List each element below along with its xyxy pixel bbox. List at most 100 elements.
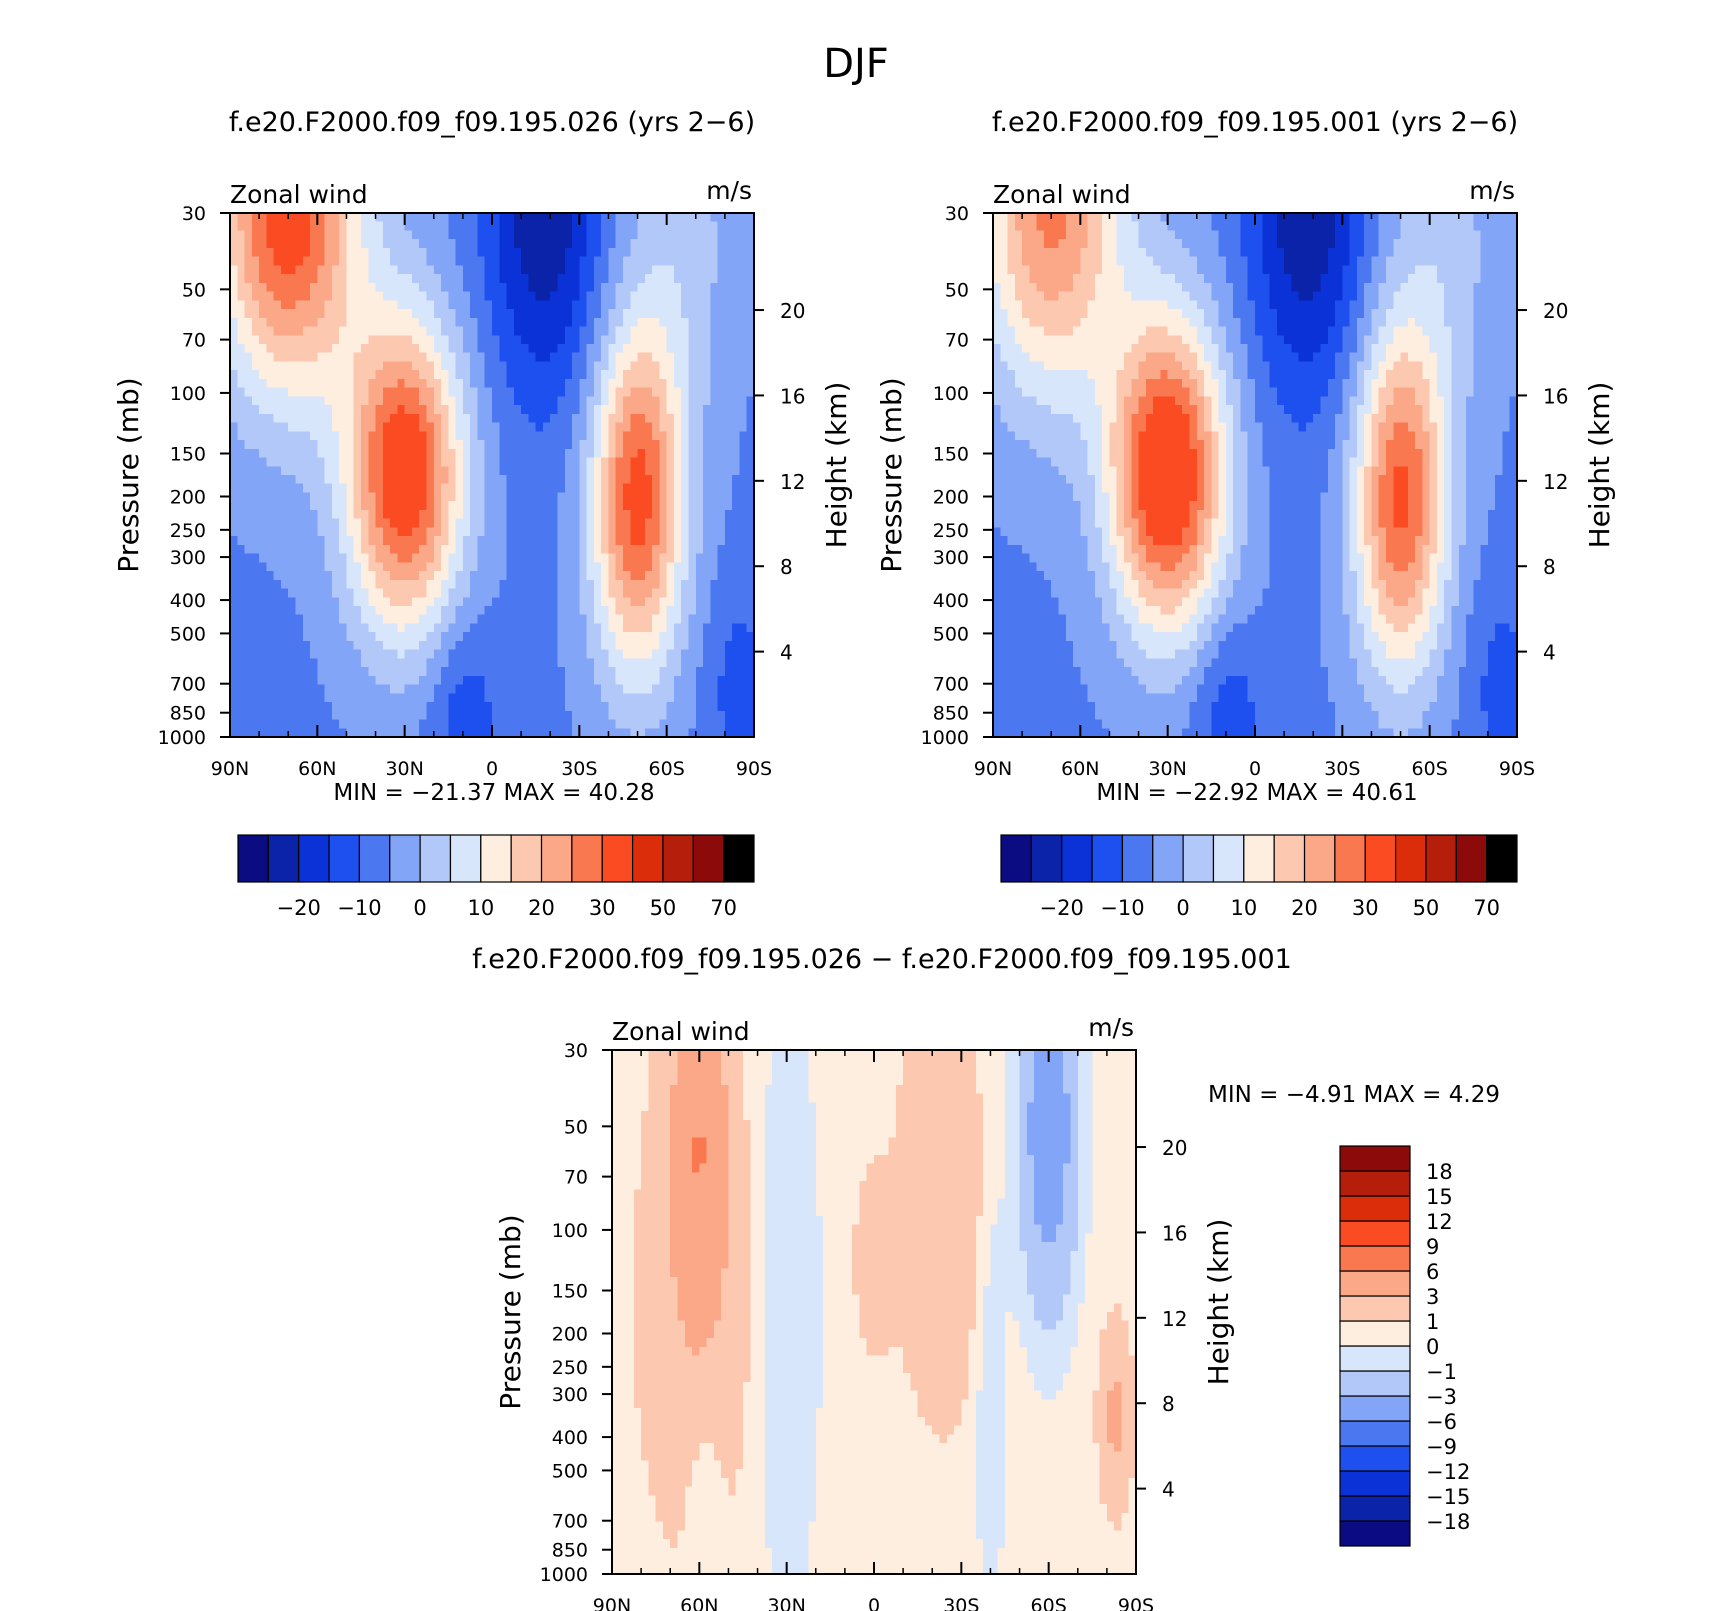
field-cell [593, 370, 602, 380]
field-cell [484, 361, 493, 371]
field-cell [411, 606, 420, 616]
field-cell [455, 640, 464, 651]
field-cell [1043, 509, 1052, 520]
field-cell [302, 527, 311, 537]
field-cell [710, 632, 719, 642]
field-cell [673, 693, 682, 703]
field-cell [382, 475, 391, 485]
field-cell [630, 675, 639, 686]
field-cell [390, 239, 398, 249]
field-cell [273, 422, 282, 432]
field-cell [411, 370, 420, 380]
field-cell [608, 466, 617, 476]
field-cell [441, 571, 449, 581]
field-cell [339, 606, 348, 616]
field-cell [528, 562, 537, 572]
field-cell [310, 344, 318, 354]
field-cell [455, 475, 464, 485]
field-cell [1007, 317, 1016, 328]
field-cell [615, 431, 624, 441]
field-cell [375, 483, 384, 494]
field-cell [1043, 457, 1052, 467]
field-cell [652, 413, 660, 424]
field-cell [361, 509, 369, 520]
field-cell [724, 221, 733, 232]
field-cell [288, 422, 297, 432]
field-cell [710, 623, 719, 633]
field-cell [237, 387, 246, 397]
field-cell [419, 693, 428, 703]
field-cell [732, 527, 741, 537]
field-cell [339, 527, 348, 537]
field-cell [717, 658, 726, 668]
field-cell [1000, 370, 1009, 380]
field-cell [993, 693, 1001, 703]
field-cell [579, 247, 588, 258]
field-cell [746, 509, 755, 520]
field-cell [390, 553, 398, 563]
field-cell [397, 632, 406, 642]
field-cell [673, 466, 682, 476]
field-cell [608, 614, 617, 625]
field-cell [601, 658, 610, 668]
field-cell [1014, 300, 1023, 310]
field-cell [608, 335, 617, 345]
field-cell [572, 684, 580, 694]
field-cell [1058, 274, 1067, 284]
field-cell [397, 274, 406, 284]
field-cell [557, 309, 566, 319]
field-cell [375, 309, 384, 319]
field-cell [535, 597, 544, 607]
field-cell [703, 309, 711, 319]
field-cell [346, 719, 355, 729]
field-cell [499, 291, 508, 301]
field-cell [521, 606, 529, 616]
field-cell [353, 405, 362, 415]
field-cell [404, 466, 413, 476]
field-cell [346, 291, 355, 301]
field-cell [630, 387, 639, 397]
field-cell [368, 431, 377, 441]
field-cell [230, 710, 238, 721]
field-cell [302, 509, 311, 520]
field-cell [739, 475, 748, 485]
field-cell [586, 282, 595, 293]
field-cell [688, 649, 697, 659]
field-cell [993, 544, 1001, 555]
field-cell [615, 230, 624, 240]
field-cell [710, 213, 719, 223]
field-cell [411, 361, 420, 371]
field-cell [448, 378, 457, 389]
field-cell [528, 405, 537, 415]
field-cell [1036, 632, 1045, 642]
field-cell [368, 501, 377, 511]
field-cell [542, 675, 551, 686]
field-cell [703, 378, 711, 389]
field-cell [433, 448, 442, 459]
field-cell [542, 239, 551, 249]
field-cell [717, 282, 726, 293]
field-cell [375, 396, 384, 406]
field-cell [659, 300, 668, 310]
field-cell [1000, 448, 1009, 459]
field-cell [295, 265, 304, 275]
x-tick-label: 90S [736, 758, 772, 780]
field-cell [506, 553, 515, 563]
field-cell [644, 483, 653, 494]
field-cell [579, 719, 588, 729]
field-cell [608, 431, 617, 441]
field-cell [542, 213, 551, 223]
field-cell [353, 396, 362, 406]
field-cell [630, 649, 639, 659]
field-cell [724, 710, 733, 721]
field-cell [1043, 239, 1052, 249]
field-cell [710, 475, 719, 485]
field-cell [535, 501, 544, 511]
field-cell [426, 440, 435, 450]
field-cell [608, 370, 617, 380]
field-cell [586, 475, 595, 485]
field-cell [266, 483, 275, 494]
field-cell [521, 475, 529, 485]
field-cell [703, 667, 711, 677]
field-cell [746, 649, 755, 659]
